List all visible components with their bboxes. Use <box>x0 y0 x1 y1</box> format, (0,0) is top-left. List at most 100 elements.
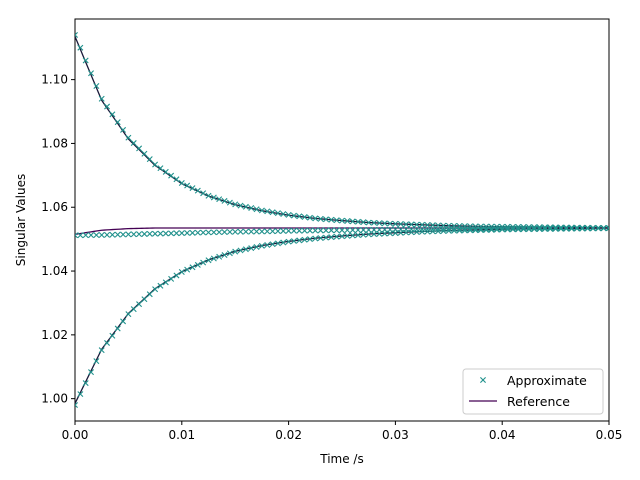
approximate-point-lower <box>205 257 212 264</box>
approximate-point-upper <box>547 224 554 231</box>
approximate-point-upper <box>184 182 191 189</box>
x-tick-label: 0.02 <box>275 428 302 442</box>
approximate-point-upper <box>312 215 319 222</box>
approximate-point-upper <box>146 156 153 163</box>
approximate-point-lower <box>322 234 329 241</box>
y-tick-label: 1.06 <box>41 200 68 214</box>
approximate-point-lower <box>360 231 367 238</box>
approximate-point-lower <box>328 234 335 241</box>
approximate-point-middle <box>504 225 511 232</box>
approximate-point-middle <box>157 230 164 237</box>
approximate-point-lower <box>531 226 538 233</box>
approximate-point-lower <box>344 232 351 239</box>
approximate-point-lower <box>120 318 127 325</box>
approximate-point-upper <box>290 212 297 219</box>
approximate-point-lower <box>285 238 292 245</box>
approximate-point-middle <box>328 227 335 234</box>
y-axis: 1.00 1.02 1.04 1.06 1.08 1.10 <box>41 73 75 406</box>
approximate-point-middle <box>483 225 490 232</box>
approximate-point-middle <box>333 227 340 234</box>
approximate-point-lower <box>515 226 522 233</box>
y-tick-label: 1.08 <box>41 136 68 150</box>
approximate-point-middle <box>210 229 217 236</box>
approximate-point-middle <box>130 231 137 238</box>
approximate-point-upper <box>536 224 543 231</box>
approximate-point-upper <box>520 223 527 230</box>
approximate-point-middle <box>178 230 185 237</box>
legend-approximate-label: Approximate <box>507 373 587 388</box>
approximate-point-lower <box>301 236 308 243</box>
approximate-point-upper <box>344 218 351 225</box>
y-tick-label: 1.10 <box>41 73 68 87</box>
approximate-point-middle <box>306 227 313 234</box>
approximate-point-upper <box>285 211 292 218</box>
approximate-point-middle <box>274 228 281 235</box>
legend-reference-label: Reference <box>507 394 570 409</box>
approximate-point-lower <box>152 286 159 293</box>
approximate-point-middle <box>226 228 233 235</box>
approximate-point-lower <box>184 266 191 273</box>
approximate-point-lower <box>162 279 169 286</box>
approximate-point-lower <box>445 227 452 234</box>
approximate-point-lower <box>339 233 345 240</box>
approximate-point-upper <box>322 216 329 223</box>
approximate-point-middle <box>152 230 159 237</box>
approximate-point-upper <box>557 224 564 231</box>
approximate-point-lower <box>296 237 303 244</box>
approximate-point-middle <box>499 225 506 232</box>
approximate-point-lower <box>248 245 255 252</box>
approximate-point-middle <box>88 232 95 239</box>
approximate-point-lower <box>557 225 564 232</box>
approximate-point-lower <box>589 225 596 232</box>
approximate-point-middle <box>173 230 180 237</box>
approximate-point-middle <box>371 226 378 233</box>
legend-box <box>462 368 604 415</box>
approximate-point-lower <box>274 240 281 247</box>
approximate-point-upper <box>371 219 378 226</box>
approximate-point-middle <box>445 225 452 232</box>
approximate-point-lower <box>456 227 463 234</box>
approximate-point-lower <box>88 369 95 376</box>
approximate-point-lower <box>606 225 609 232</box>
approximate-point-lower <box>397 229 404 236</box>
approximate-point-upper <box>376 220 383 227</box>
approximate-point-middle <box>162 230 169 237</box>
approximate-point-lower <box>258 242 265 249</box>
approximate-point-lower <box>547 226 554 232</box>
approximate-point-lower <box>146 291 153 298</box>
approximate-point-upper <box>189 185 196 192</box>
approximate-point-lower <box>381 230 388 237</box>
approximate-point-upper <box>221 197 228 204</box>
approximate-point-middle <box>296 227 303 234</box>
approximate-point-lower <box>114 325 121 332</box>
approximate-point-upper <box>242 203 249 210</box>
approximate-point-lower <box>98 347 105 354</box>
legend-x-marker <box>480 377 486 383</box>
approximate-point-middle <box>349 227 356 234</box>
approximate-point-middle <box>339 227 345 234</box>
approximate-point-lower <box>312 235 319 242</box>
approximate-point-lower <box>595 225 602 232</box>
approximate-point-middle <box>269 228 276 235</box>
approximate-point-lower <box>573 225 580 232</box>
approximate-point-middle <box>77 232 84 239</box>
approximate-point-lower <box>451 227 458 234</box>
approximate-point-lower <box>82 380 89 387</box>
approximate-point-upper <box>205 192 212 199</box>
approximate-point-middle <box>440 226 447 232</box>
approximate-point-upper <box>381 220 388 227</box>
approximate-point-middle <box>146 230 153 237</box>
y-tick-label: 1.04 <box>41 264 68 278</box>
x-tick-label: 0.04 <box>489 428 516 442</box>
approximate-point-lower <box>568 225 575 232</box>
approximate-point-upper <box>173 176 180 183</box>
approximate-point-middle <box>488 225 495 232</box>
approximate-point-lower <box>440 228 447 235</box>
approximate-point-lower <box>499 226 506 233</box>
approximate-point-upper <box>200 190 207 197</box>
approximate-point-lower <box>403 229 410 236</box>
approximate-point-lower <box>306 236 313 243</box>
approximate-point-lower <box>178 269 185 275</box>
approximate-point-lower <box>579 225 586 232</box>
approximate-point-lower <box>237 247 244 254</box>
